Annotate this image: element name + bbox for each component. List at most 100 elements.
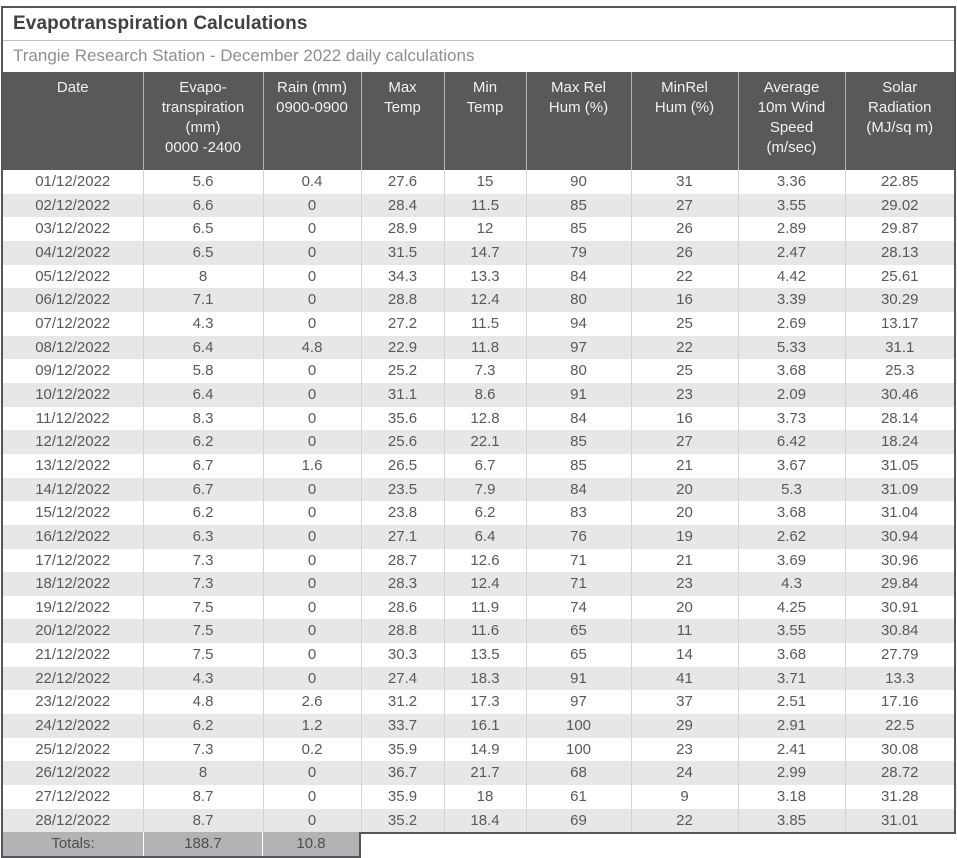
table-cell: 14 (630, 643, 738, 667)
table-cell: 0 (262, 240, 361, 265)
table-body: 01/12/2022 5.6 0.4 27.6 15 90 31 3.36 22.85 02/12… (3, 170, 954, 833)
table-cell: 0 (262, 643, 361, 667)
table-cell: 3.73 (737, 406, 845, 431)
header-row: Date Evapo- transpiration (mm) 0000 -2400… (3, 72, 954, 170)
table-cell: 6.3 (142, 524, 263, 549)
table-row: 24/12/2022 6.2 1.2 33.7 16.1 100 29 2.91 22.5 (3, 714, 954, 738)
table-cell: 12.6 (443, 548, 526, 573)
table-cell: 8 (142, 264, 263, 289)
table-cell: 27.1 (360, 524, 444, 549)
table-cell: 7.3 (443, 359, 526, 383)
table-cell: 34.3 (360, 264, 444, 289)
table-cell: 35.9 (360, 785, 444, 809)
table-cell: 13.17 (844, 311, 954, 336)
table-cell: 19 (630, 524, 738, 549)
table-cell: 35.6 (360, 406, 444, 431)
table-cell: 29.87 (844, 217, 954, 241)
table-cell: 27/12/2022 (35, 788, 111, 806)
totals-label: Totals: (51, 835, 95, 853)
table-row: 07/12/2022 4.3 0 27.2 11.5 94 25 2.69 13.17 (3, 311, 954, 336)
table-cell: 13.5 (443, 643, 526, 667)
table-cell: 30.94 (844, 524, 954, 549)
table-cell: 2.69 (737, 311, 845, 336)
table-cell: 11/12/2022 (35, 409, 110, 427)
table-cell: 21 (630, 548, 738, 573)
report-frame: Evapotranspiration Calculations Trangie … (1, 6, 956, 833)
table-cell: 31.1 (844, 335, 954, 360)
table-cell: 0 (262, 193, 361, 218)
table-cell: 8.6 (443, 382, 526, 407)
table-row: 13/12/2022 6.7 1.6 26.5 6.7 85 21 3.67 31.05 (3, 453, 954, 478)
table-cell: 6.2 (142, 430, 263, 454)
data-table: Date Evapo- transpiration (mm) 0000 -2400… (3, 72, 954, 833)
table-cell: 11.5 (443, 193, 526, 218)
table-cell: 4.3 (142, 666, 263, 691)
table-cell: 4.8 (142, 690, 263, 715)
table-cell: 5.8 (142, 359, 263, 383)
table-row: 15/12/2022 6.2 0 23.8 6.2 83 20 3.68 31.04 (3, 501, 954, 525)
table-cell: 0 (262, 382, 361, 407)
table-cell: 16 (630, 288, 738, 312)
table-cell: 22/12/2022 (35, 669, 111, 687)
table-cell: 3.85 (737, 808, 845, 833)
table-cell: 30.29 (844, 288, 954, 312)
table-cell: 85 (525, 193, 631, 218)
table-cell: 8.7 (142, 785, 263, 809)
column-header: Average 10m Wind Speed (m/sec) (737, 72, 845, 170)
column-header: Evapo- transpiration (mm) 0000 -2400 (142, 72, 263, 170)
table-cell: 6.42 (737, 430, 845, 454)
table-cell: 6.5 (142, 217, 263, 241)
table-cell: 03/12/2022 (35, 220, 111, 238)
table-cell: 2.91 (737, 714, 845, 738)
table-row: 01/12/2022 5.6 0.4 27.6 15 90 31 3.36 22.85 (3, 170, 954, 194)
table-cell: 24 (630, 761, 738, 786)
table-cell: 0 (262, 430, 361, 454)
table-cell: 23/12/2022 (35, 693, 111, 711)
table-cell: 28.3 (360, 572, 444, 596)
table-cell: 3.39 (737, 288, 845, 312)
table-cell: 4.25 (737, 595, 845, 620)
table-cell: 28.7 (360, 548, 444, 573)
table-cell: 23.5 (360, 477, 444, 502)
table-cell: 27 (630, 193, 738, 218)
table-row: 21/12/2022 7.5 0 30.3 13.5 65 14 3.68 27.79 (3, 643, 954, 667)
table-row: 12/12/2022 6.2 0 25.6 22.1 85 27 6.42 18.24 (3, 430, 954, 454)
table-cell: 6.7 (142, 453, 263, 478)
table-cell: 2.09 (737, 382, 845, 407)
table-cell: 27.4 (360, 666, 444, 691)
table-cell: 27.2 (360, 311, 444, 336)
table-cell: 09/12/2022 (35, 362, 111, 380)
table-cell: 0 (262, 477, 361, 502)
table-cell: 0 (262, 666, 361, 691)
table-cell: 2.47 (737, 240, 845, 265)
table-cell: 17.16 (844, 690, 954, 715)
table-cell: 27 (630, 430, 738, 454)
table-cell: 26/12/2022 (35, 764, 111, 782)
table-cell: 3.67 (737, 453, 845, 478)
table-cell: 0 (262, 595, 361, 620)
table-cell: 9 (630, 785, 738, 809)
table-cell: 14.9 (443, 737, 526, 762)
table-cell: 25.6 (360, 430, 444, 454)
table-cell: 85 (525, 217, 631, 241)
table-cell: 10/12/2022 (35, 385, 111, 403)
table-cell: 5.3 (737, 477, 845, 502)
totals-evapotranspiration-value: 188.7 (143, 832, 262, 857)
table-cell: 12/12/2022 (35, 433, 111, 451)
column-header: MinRel Hum (%) (630, 72, 738, 170)
table-cell: 19/12/2022 (35, 598, 111, 616)
table-cell: 0 (262, 359, 361, 383)
table-cell: 94 (525, 311, 631, 336)
table-cell: 6.7 (443, 453, 526, 478)
table-cell: 31.04 (844, 501, 954, 525)
table-cell: 91 (525, 382, 631, 407)
table-cell: 22.1 (443, 430, 526, 454)
table-cell: 18 (443, 785, 526, 809)
table-cell: 21.7 (443, 761, 526, 786)
table-cell: 84 (525, 264, 631, 289)
table-cell: 12.8 (443, 406, 526, 431)
table-cell: 3.69 (737, 548, 845, 573)
table-cell: 3.68 (737, 643, 845, 667)
table-cell: 07/12/2022 (35, 314, 111, 332)
table-cell: 12.4 (443, 288, 526, 312)
